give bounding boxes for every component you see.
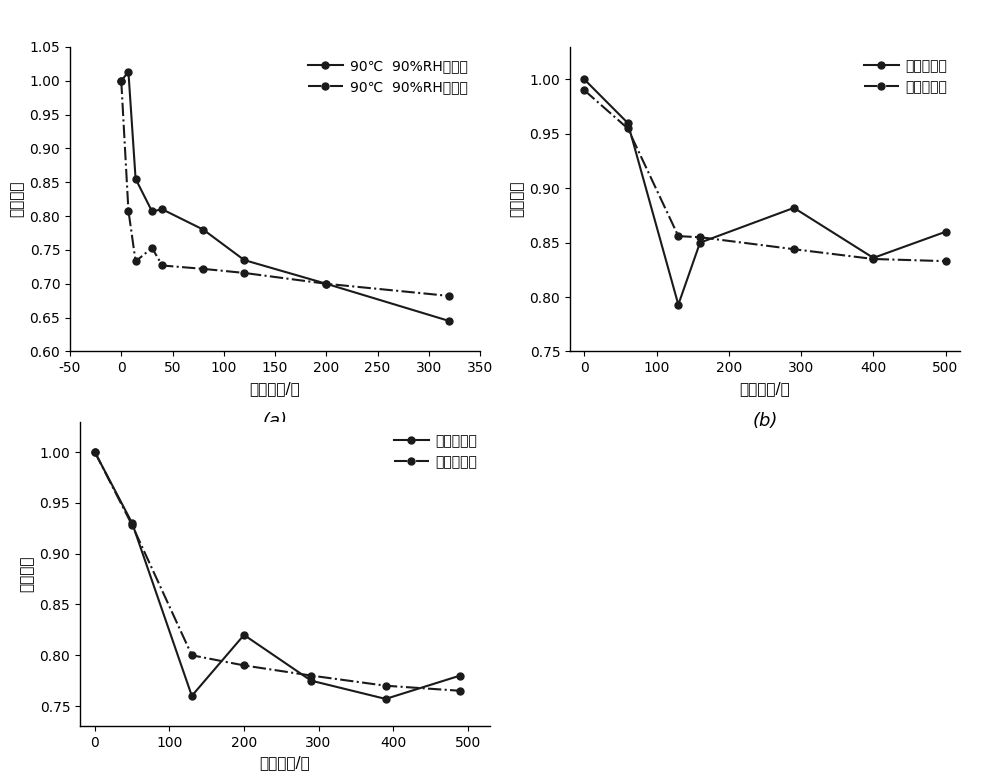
户外实测值	[126, 519, 138, 528]
室内预测值	[694, 233, 706, 242]
室内预测值	[672, 231, 684, 241]
室内实测值	[867, 253, 879, 262]
户外预测值	[126, 521, 138, 530]
户外预测值	[305, 671, 317, 680]
户外实测值	[454, 671, 466, 680]
Y-axis label: 老化程度: 老化程度	[9, 181, 24, 217]
户外实测值	[305, 676, 317, 686]
室内实测值	[578, 75, 590, 84]
X-axis label: 老化天数/天: 老化天数/天	[250, 380, 300, 396]
室内预测值	[622, 123, 634, 133]
90℃  90%RH实测值	[238, 255, 250, 265]
室内实测值	[694, 238, 706, 248]
室内实测值	[622, 118, 634, 127]
Text: (a): (a)	[262, 412, 288, 430]
户外预测值	[380, 681, 392, 690]
Legend: 90℃  90%RH实测值, 90℃  90%RH预测值: 90℃ 90%RH实测值, 90℃ 90%RH预测值	[302, 54, 473, 100]
Y-axis label: 老化程度: 老化程度	[19, 556, 34, 592]
户外实测值	[238, 630, 250, 640]
户外预测值	[238, 661, 250, 670]
室内预测值	[578, 86, 590, 95]
90℃  90%RH预测值	[156, 261, 168, 270]
90℃  90%RH预测值	[115, 76, 127, 85]
室内预测值	[867, 255, 879, 264]
90℃  90%RH预测值	[238, 268, 250, 277]
90℃  90%RH实测值	[156, 205, 168, 214]
室内实测值	[672, 300, 684, 309]
90℃  90%RH实测值	[320, 279, 332, 288]
90℃  90%RH预测值	[146, 243, 158, 252]
Text: (b): (b)	[752, 412, 778, 430]
Y-axis label: 老化程度: 老化程度	[509, 181, 524, 217]
90℃  90%RH实测值	[115, 76, 127, 85]
90℃  90%RH实测值	[130, 174, 142, 184]
户外预测值	[89, 448, 101, 457]
90℃  90%RH预测值	[320, 279, 332, 288]
Line: 户外预测值: 户外预测值	[91, 449, 464, 694]
Line: 90℃  90%RH实测值: 90℃ 90%RH实测值	[118, 69, 453, 324]
户外预测值	[186, 651, 198, 660]
X-axis label: 老化天数/天: 老化天数/天	[260, 755, 310, 771]
户外实测值	[380, 694, 392, 704]
Legend: 室内实测值, 室内预测值: 室内实测值, 室内预测值	[858, 54, 953, 100]
Line: 室内预测值: 室内预测值	[581, 87, 949, 265]
室内预测值	[940, 256, 952, 266]
Line: 户外实测值: 户外实测值	[91, 449, 464, 702]
户外预测值	[454, 686, 466, 695]
90℃  90%RH实测值	[122, 67, 134, 77]
90℃  90%RH实测值	[146, 207, 158, 216]
90℃  90%RH预测值	[197, 264, 209, 273]
X-axis label: 老化天数/天: 老化天数/天	[740, 380, 790, 396]
90℃  90%RH预测值	[122, 206, 134, 216]
Legend: 户外实测值, 户外预测值: 户外实测值, 户外预测值	[388, 429, 483, 475]
户外实测值	[186, 691, 198, 701]
室内预测值	[788, 244, 800, 254]
90℃  90%RH实测值	[197, 225, 209, 234]
90℃  90%RH预测值	[130, 257, 142, 266]
Line: 室内实测值: 室内实测值	[581, 76, 949, 308]
90℃  90%RH实测值	[443, 316, 455, 326]
室内实测值	[940, 227, 952, 237]
90℃  90%RH预测值	[443, 291, 455, 301]
室内实测值	[788, 203, 800, 212]
户外实测值	[89, 448, 101, 457]
Line: 90℃  90%RH预测值: 90℃ 90%RH预测值	[118, 77, 453, 299]
